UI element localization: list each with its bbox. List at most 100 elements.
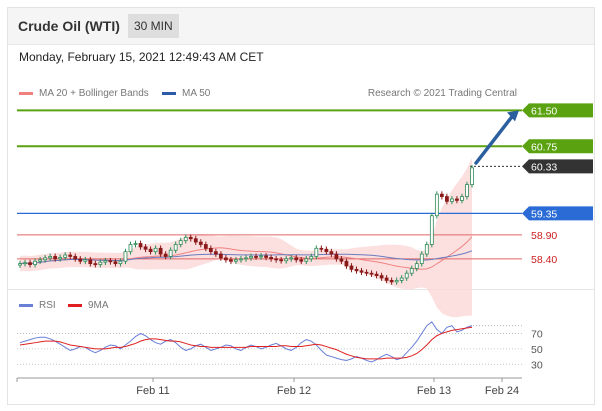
candle-body (203, 244, 208, 249)
candle-body (409, 268, 414, 274)
level-label: 59.35 (531, 208, 557, 220)
candle-body (369, 272, 374, 275)
candle-body (319, 247, 324, 250)
rsi-tick-label: 70 (531, 328, 543, 340)
legend-ma20-label: MA 20 + Bollinger Bands (39, 88, 149, 99)
level-label: 58.90 (531, 230, 557, 242)
rsi-ma9-line (19, 326, 473, 360)
candle-body (193, 238, 198, 243)
legend-rsi-label: RSI (39, 300, 56, 311)
candle-body (294, 257, 299, 261)
candle-body (329, 251, 334, 255)
ma50-line (19, 250, 473, 265)
candle-body (304, 258, 309, 262)
candle-body (374, 273, 379, 277)
candle-body (460, 196, 464, 201)
candle-body (364, 271, 369, 274)
rsi-swatch (19, 303, 33, 307)
candle-body (284, 258, 289, 262)
timeframe-badge[interactable]: 30 MIN (128, 14, 179, 38)
x-tick-label: Feb 24 (485, 385, 519, 397)
candle-body (229, 259, 233, 262)
candle-body (309, 256, 314, 260)
candle-body (249, 256, 253, 259)
candle-body (224, 257, 228, 261)
candle-body (470, 167, 474, 186)
rsi-tick-label: 50 (531, 344, 543, 356)
candle-body (198, 241, 203, 245)
candle-body (419, 253, 424, 265)
rsi-tick-label: 30 (531, 359, 543, 371)
candle-body (108, 260, 113, 263)
chart-timestamp: Monday, February 15, 2021 12:49:43 AM CE… (19, 50, 264, 64)
candle-body (264, 255, 268, 258)
level-label-box (522, 159, 593, 174)
candle-body (324, 248, 329, 253)
candle-body (118, 260, 123, 265)
candle-body (188, 236, 193, 240)
legend-ma9-label: 9MA (88, 300, 109, 311)
candle-body (88, 259, 93, 265)
candle-body (424, 244, 429, 255)
candle-body (384, 277, 389, 281)
level-label: 60.75 (531, 141, 557, 153)
candle-body (168, 249, 173, 257)
candle-body (404, 272, 409, 279)
candle-body (113, 261, 118, 265)
candle-body (399, 277, 404, 281)
candle-body (163, 253, 168, 257)
candle-body (63, 254, 68, 258)
candle-body (73, 256, 78, 260)
chart-widget: Crude Oil (WTI) 30 MIN Monday, February … (7, 7, 595, 405)
candle-body (349, 265, 354, 270)
candle-body (359, 270, 364, 273)
candle-body (173, 244, 178, 251)
x-tick-label: Feb 13 (417, 385, 451, 397)
candle-body (178, 240, 183, 245)
candle-body (439, 193, 444, 197)
candle-body (414, 263, 419, 269)
candle-body (183, 236, 188, 242)
legend-ma50: MA 50 (162, 88, 210, 99)
candle-body (339, 258, 344, 262)
candle-body (218, 253, 223, 259)
candle-body (133, 243, 138, 245)
candle-body (208, 247, 213, 253)
candle-body (429, 215, 434, 245)
level-label: 61.50 (531, 105, 557, 117)
candle-body (344, 260, 349, 267)
level-label-box (522, 206, 593, 221)
candle-body (148, 248, 153, 253)
legend-rsi: RSI (19, 300, 56, 311)
candle-body (23, 262, 27, 265)
candle-body (68, 254, 73, 257)
level-label-box (522, 103, 593, 118)
candle-body (389, 279, 394, 283)
instrument-title: Crude Oil (WTI) (18, 18, 120, 34)
candle-body (279, 259, 284, 262)
candle-body (254, 256, 258, 258)
candle-body (234, 259, 238, 262)
legend-ma20: MA 20 + Bollinger Bands (19, 88, 149, 99)
candle-body (465, 184, 469, 197)
candle-body (123, 251, 128, 262)
candle-body (394, 279, 399, 283)
level-label: 60.33 (531, 161, 557, 173)
candle-body (48, 256, 53, 259)
candle-body (103, 260, 108, 263)
chart-canvas: 61.50 60.75 60.33 59.35 58.90 58.40 70 50 30 Feb … (16, 103, 593, 397)
candle-body (78, 258, 83, 262)
ma50-swatch (162, 91, 176, 95)
candle-body (83, 259, 88, 262)
candle-body (58, 257, 63, 260)
widget-header: Crude Oil (WTI) 30 MIN (8, 8, 594, 45)
candle-body (450, 198, 454, 202)
candle-body (354, 268, 359, 272)
candle-body (33, 260, 37, 265)
forecast-arrow-shaft (474, 113, 515, 165)
candle-body (18, 263, 22, 266)
candle-body (98, 261, 103, 265)
legend-ma50-label: MA 50 (182, 88, 211, 99)
candle-body (259, 255, 263, 258)
candle-body (158, 247, 163, 255)
